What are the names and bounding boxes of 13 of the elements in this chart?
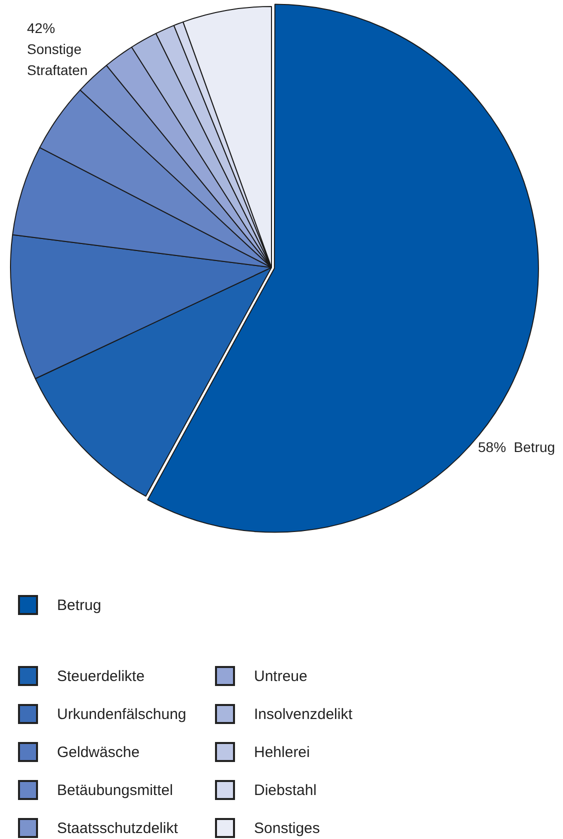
legend-label: Insolvenzdelikt [254,706,352,722]
legend-label: Steuerdelikte [57,668,145,684]
legend-label: Geldwäsche [57,744,140,760]
legend-label: Hehlerei [254,744,310,760]
legend-label: Staatsschutzdelikt [57,820,178,836]
text: 42% Sonstige Straftaten [27,19,88,80]
text: 58% Betrug [478,438,556,457]
legend-label: Betrug [57,596,102,614]
legend-label: Sonstiges [254,820,320,836]
legend-label: Urkundenfälschung [57,706,186,722]
legend-label: Betäubungsmittel [57,782,173,798]
legend-label: Diebstahl [254,782,317,798]
legend-label: Untreue [254,668,308,684]
